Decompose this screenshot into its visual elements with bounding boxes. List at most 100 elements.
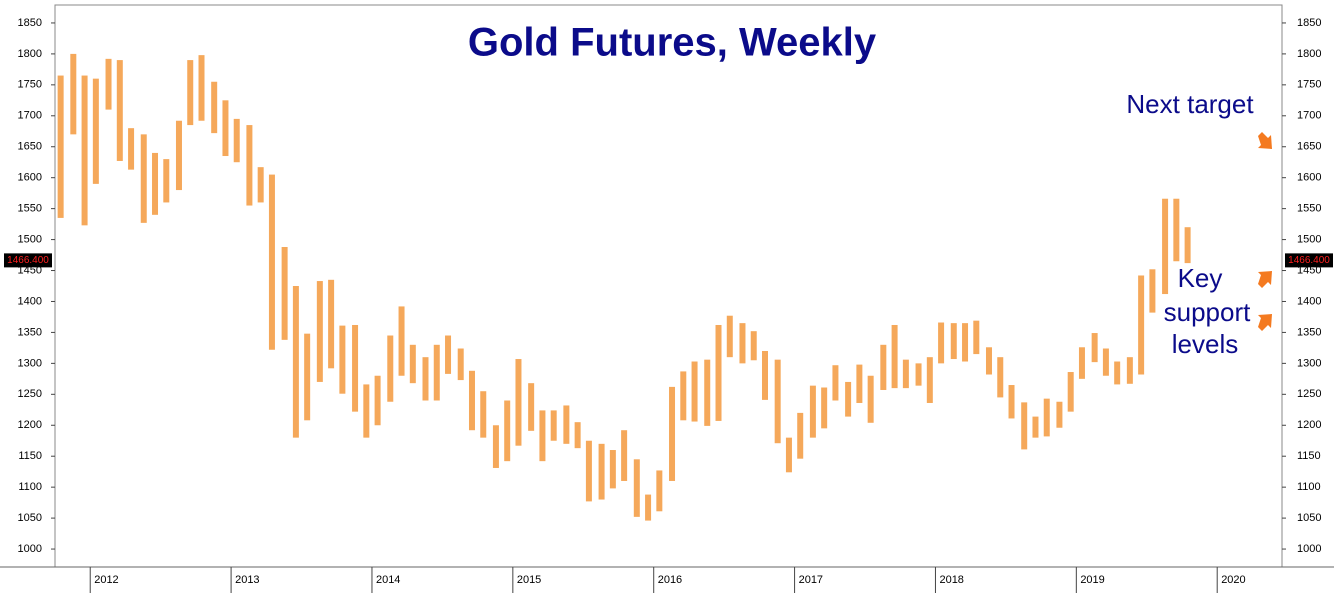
price-bar (915, 363, 922, 386)
y-tick-label: 1500 (18, 233, 42, 245)
y-tick-label: 1100 (18, 481, 42, 493)
price-bar (1173, 198, 1180, 262)
x-tick-label: 2014 (376, 574, 400, 586)
x-tick-label: 2019 (1080, 574, 1104, 586)
price-bar (81, 75, 88, 226)
price-bar (339, 325, 346, 394)
y-tick-label: 1650 (18, 141, 42, 153)
price-bar (1184, 227, 1191, 264)
y-tick-label: 1200 (18, 419, 42, 431)
price-bar (574, 422, 581, 449)
y-tick-label: 1200 (1297, 419, 1321, 431)
price-tag-box (4, 253, 52, 268)
y-tick-label: 1450 (18, 264, 42, 276)
price-bar (480, 391, 487, 438)
price-bar (468, 370, 475, 431)
price-bar (691, 361, 698, 422)
price-bar (809, 385, 816, 438)
y-tick-label: 1550 (18, 203, 42, 215)
price-bar (70, 53, 77, 135)
price-bar (187, 60, 194, 126)
price-bar (57, 75, 64, 218)
y-tick-label: 1150 (18, 450, 42, 462)
price-bar (363, 384, 370, 438)
price-bar (785, 437, 792, 473)
arrow-down (1258, 132, 1272, 149)
price-bar (1114, 361, 1121, 385)
y-tick-label: 1550 (1297, 203, 1321, 215)
price-bar (1021, 402, 1028, 450)
price-bar (645, 494, 652, 521)
price-bar (563, 405, 570, 444)
price-bar (152, 152, 159, 215)
price-bar (352, 324, 359, 412)
y-tick-label: 1250 (18, 388, 42, 400)
price-bar (433, 344, 440, 401)
x-tick-label: 2017 (799, 574, 823, 586)
price-bar (1162, 198, 1169, 295)
y-tick-label: 1050 (18, 512, 42, 524)
price-bar (387, 335, 394, 402)
price-bar (492, 425, 499, 468)
x-tick-label: 2012 (94, 574, 118, 586)
price-bar (832, 365, 839, 401)
price-bar (867, 375, 874, 423)
price-bar (374, 375, 381, 426)
y-tick-label: 1100 (1297, 481, 1321, 493)
price-bar (222, 100, 229, 157)
x-tick-label: 2020 (1221, 574, 1245, 586)
price-bar (1091, 333, 1098, 363)
price-bar (292, 286, 299, 438)
price-bar (997, 357, 1004, 398)
y-tick-label: 1000 (1297, 543, 1321, 555)
y-tick-label: 1400 (18, 295, 42, 307)
price-bar (198, 55, 205, 121)
price-bar (398, 306, 405, 376)
price-bar (938, 322, 945, 364)
price-bar (163, 159, 170, 203)
price-bar (445, 335, 452, 374)
price-bar (962, 323, 969, 362)
price-bar (528, 383, 535, 431)
price-bar (281, 247, 288, 340)
arrows (1258, 132, 1272, 331)
y-tick-label: 1350 (1297, 326, 1321, 338)
price-bar (985, 347, 992, 375)
price-bar (515, 359, 522, 446)
price-bar (211, 81, 218, 134)
price-bar (621, 430, 628, 481)
y-tick-label: 1300 (18, 357, 42, 369)
price-tag: 1466.400 (7, 255, 49, 266)
price-bar (1032, 416, 1039, 438)
price-bar (821, 387, 828, 429)
y-tick-label: 1300 (1297, 357, 1321, 369)
price-bar (891, 324, 898, 389)
y-tick-label: 1800 (18, 48, 42, 60)
price-bar (633, 459, 640, 517)
price-bar (140, 134, 147, 223)
price-bar (128, 128, 135, 170)
price-bar (504, 400, 511, 462)
y-tick-label: 1850 (18, 17, 42, 29)
price-bar (656, 470, 663, 512)
price-bar (175, 120, 182, 191)
annotation: levels (1172, 329, 1238, 359)
price-bar (304, 333, 311, 421)
price-bar (680, 371, 687, 421)
annotation: support (1164, 297, 1251, 327)
price-bar (105, 58, 112, 110)
price-bar (715, 324, 722, 421)
price-bar (845, 381, 852, 417)
y-tick-label: 1600 (18, 172, 42, 184)
price-bar (1043, 398, 1050, 437)
price-bar (739, 323, 746, 364)
y-tick-label: 1500 (1297, 233, 1321, 245)
x-tick-label: 2018 (939, 574, 963, 586)
y-tick-label: 1000 (18, 543, 42, 555)
price-bar (422, 357, 429, 401)
price-bar (328, 279, 335, 369)
price-bar (880, 344, 887, 390)
price-bar (973, 320, 980, 355)
y-tick-label: 1400 (1297, 295, 1321, 307)
